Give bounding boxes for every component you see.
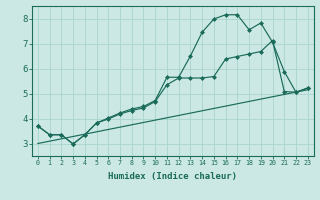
X-axis label: Humidex (Indice chaleur): Humidex (Indice chaleur) (108, 172, 237, 181)
